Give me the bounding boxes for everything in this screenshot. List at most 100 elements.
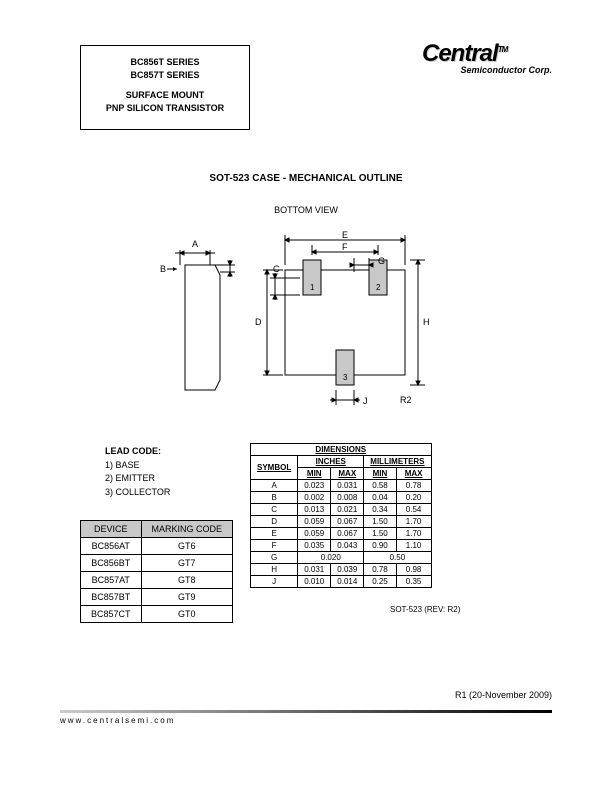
dim-cell: 0.20: [396, 492, 431, 504]
diagram-label: BOTTOM VIEW: [0, 205, 612, 215]
header-box: BC856T SERIES BC857T SERIES SURFACE MOUN…: [80, 45, 250, 130]
dim-cell: 0.58: [364, 480, 396, 492]
table-row: BC857CTGT0: [81, 606, 233, 623]
svg-text:F: F: [342, 242, 348, 252]
svg-text:J: J: [363, 396, 368, 406]
dim-symbol: B: [251, 492, 298, 504]
svg-text:H: H: [423, 317, 430, 327]
dim-cell: 0.067: [331, 528, 364, 540]
table-row: H0.0310.0390.780.98: [251, 564, 432, 576]
dim-cell: 0.039: [331, 564, 364, 576]
dim-cell: 0.34: [364, 504, 396, 516]
dim-cell: 1.70: [396, 528, 431, 540]
svg-text:1: 1: [310, 283, 315, 292]
dim-sub-header: MIN: [364, 468, 396, 480]
dim-sub-header: MIN: [298, 468, 331, 480]
lead-code: LEAD CODE: 1) BASE 2) EMITTER 3) COLLECT…: [105, 445, 170, 499]
header-line2: BC857T SERIES: [81, 69, 249, 82]
table-row: J0.0100.0140.250.35: [251, 576, 432, 588]
dim-title: DIMENSIONS: [251, 444, 432, 456]
dim-cell: 1.70: [396, 516, 431, 528]
section-title: SOT-523 CASE - MECHANICAL OUTLINE: [0, 173, 612, 184]
table-row: A0.0230.0310.580.78: [251, 480, 432, 492]
dim-symbol: H: [251, 564, 298, 576]
dim-cell: 0.25: [364, 576, 396, 588]
table-cell: BC857CT: [81, 606, 142, 623]
dim-symbol-header: SYMBOL: [251, 456, 298, 480]
dim-cell: 0.021: [331, 504, 364, 516]
marking-header: DEVICE: [81, 521, 142, 538]
dim-cell: 1.50: [364, 516, 396, 528]
dim-caption: SOT-523 (REV: R2): [390, 605, 460, 614]
dim-sub-header: MAX: [331, 468, 364, 480]
footer-line: [60, 710, 552, 713]
dim-cell: 0.035: [298, 540, 331, 552]
dim-cell: 0.059: [298, 528, 331, 540]
lead-code-item: 1) BASE: [105, 459, 170, 473]
dim-cell: 0.020: [298, 552, 364, 564]
dim-cell: 1.50: [364, 528, 396, 540]
r2-label: R2: [400, 395, 412, 405]
table-row: BC857BTGT9: [81, 589, 233, 606]
dim-cell: 0.059: [298, 516, 331, 528]
dim-cell: 0.067: [331, 516, 364, 528]
lead-code-item: 3) COLLECTOR: [105, 486, 170, 500]
dim-cell: 0.04: [364, 492, 396, 504]
dim-symbol: C: [251, 504, 298, 516]
dim-symbol: D: [251, 516, 298, 528]
table-row: G0.0200.50: [251, 552, 432, 564]
svg-text:D: D: [255, 317, 262, 327]
table-cell: GT6: [141, 538, 233, 555]
dim-symbol: E: [251, 528, 298, 540]
svg-text:G: G: [378, 256, 385, 266]
footer-url: www.centralsemi.com: [60, 716, 175, 725]
header-line1: BC856T SERIES: [81, 56, 249, 69]
table-cell: GT8: [141, 572, 233, 589]
table-cell: BC856AT: [81, 538, 142, 555]
svg-text:A: A: [192, 239, 198, 249]
dim-symbol: G: [251, 552, 298, 564]
dim-symbol: J: [251, 576, 298, 588]
dim-cell: 0.90: [364, 540, 396, 552]
table-cell: GT7: [141, 555, 233, 572]
table-row: D0.0590.0671.501.70: [251, 516, 432, 528]
dim-sub-header: MAX: [396, 468, 431, 480]
dim-cell: 0.031: [331, 480, 364, 492]
table-cell: BC857AT: [81, 572, 142, 589]
table-cell: GT0: [141, 606, 233, 623]
svg-text:E: E: [342, 230, 348, 240]
table-row: BC856ATGT6: [81, 538, 233, 555]
dim-symbol: F: [251, 540, 298, 552]
dim-cell: 0.008: [331, 492, 364, 504]
svg-text:C: C: [273, 264, 280, 274]
table-row: B0.0020.0080.040.20: [251, 492, 432, 504]
table-cell: BC857BT: [81, 589, 142, 606]
lead-code-item: 2) EMITTER: [105, 472, 170, 486]
table-row: E0.0590.0671.501.70: [251, 528, 432, 540]
svg-text:2: 2: [376, 283, 381, 292]
marking-header: MARKING CODE: [141, 521, 233, 538]
dim-cell: 0.98: [396, 564, 431, 576]
dim-cell: 0.50: [364, 552, 431, 564]
dim-symbol: A: [251, 480, 298, 492]
header-line3: SURFACE MOUNT: [81, 89, 249, 102]
dim-cell: 0.010: [298, 576, 331, 588]
mechanical-diagram: A B: [155, 230, 455, 420]
dim-unit-header: INCHES: [298, 456, 364, 468]
table-cell: BC856BT: [81, 555, 142, 572]
table-row: C0.0130.0210.340.54: [251, 504, 432, 516]
header-line4: PNP SILICON TRANSISTOR: [81, 102, 249, 115]
company-logo: CentralTM Semiconductor Corp.: [422, 40, 552, 85]
dim-cell: 0.014: [331, 576, 364, 588]
logo-main: CentralTM: [422, 40, 552, 68]
dim-cell: 0.78: [364, 564, 396, 576]
dim-cell: 1.10: [396, 540, 431, 552]
svg-text:3: 3: [343, 373, 348, 382]
revision: R1 (20-November 2009): [455, 690, 552, 700]
table-row: BC857ATGT8: [81, 572, 233, 589]
dim-cell: 0.002: [298, 492, 331, 504]
dim-cell: 0.031: [298, 564, 331, 576]
svg-text:B: B: [160, 264, 166, 274]
dimensions-table: DIMENSIONS SYMBOL INCHES MILLIMETERS MIN…: [250, 443, 432, 588]
marking-table: DEVICE MARKING CODE BC856ATGT6BC856BTGT7…: [80, 520, 233, 623]
